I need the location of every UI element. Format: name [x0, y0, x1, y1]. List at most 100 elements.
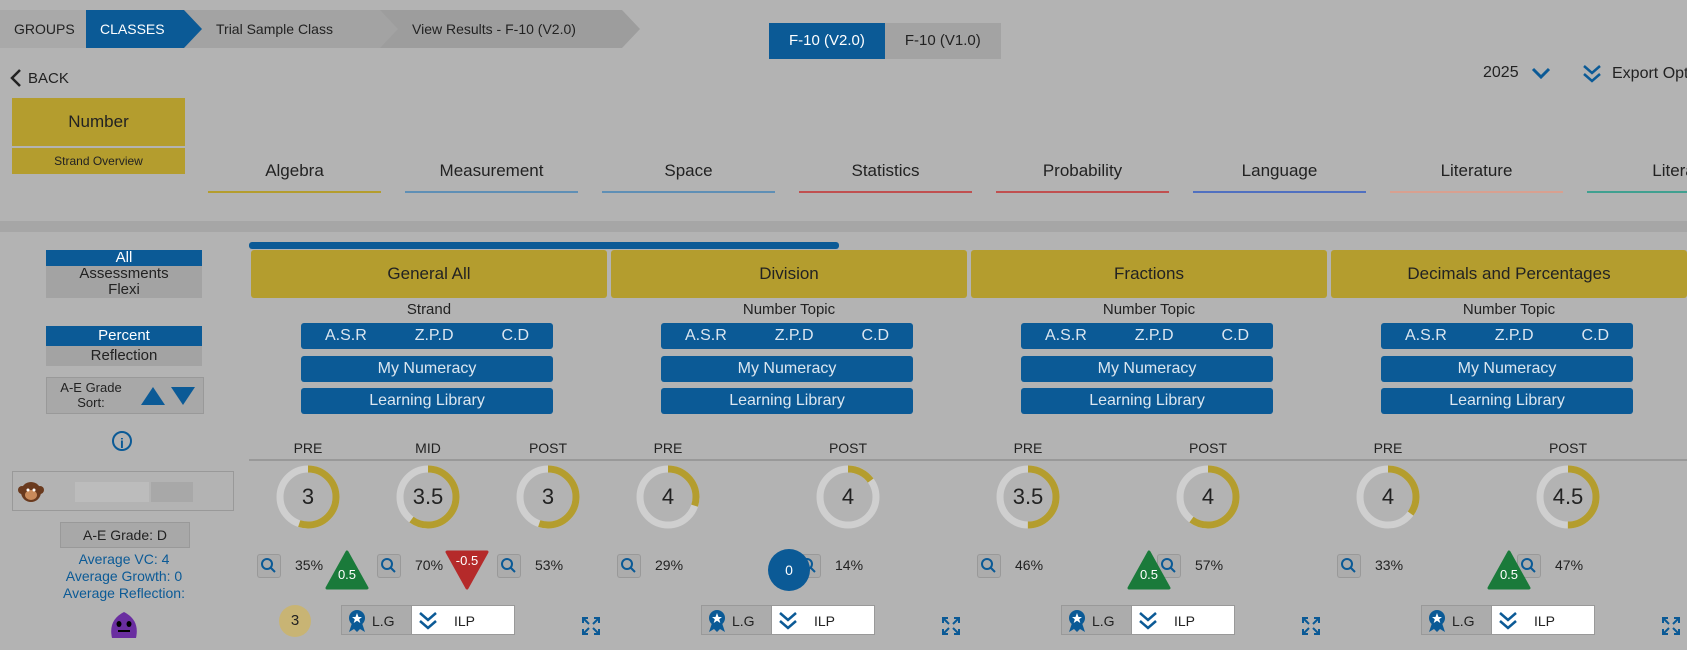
ilp-dropdown[interactable]: ILP [1491, 605, 1595, 635]
expand-icon[interactable] [941, 616, 961, 636]
learning-goal-button[interactable]: L.G [1421, 605, 1491, 635]
ilp-dropdown[interactable]: ILP [411, 605, 515, 635]
display-mode-toggle: Percent Reflection [46, 326, 202, 366]
breadcrumb-groups[interactable]: GROUPS [0, 10, 86, 48]
magnify-icon[interactable] [257, 554, 281, 578]
growth-down-triangle: -0.5 [445, 550, 489, 590]
asr-button[interactable]: A.S.R [1404, 327, 1447, 344]
topic-title[interactable]: Decimals and Percentages [1331, 250, 1687, 298]
zpd-button[interactable]: Z.P.D [414, 327, 454, 344]
zpd-button[interactable]: Z.P.D [1494, 327, 1534, 344]
strand-tab[interactable]: Probability [996, 145, 1169, 193]
my-numeracy-button[interactable]: My Numeracy [301, 356, 553, 382]
student-row[interactable] [12, 471, 234, 511]
phase-label: MID [415, 440, 441, 456]
expand-icon[interactable] [1301, 616, 1321, 636]
learning-goal-button[interactable]: L.G [701, 605, 771, 635]
percent-value: 70% [415, 557, 444, 573]
strand-tab-label: Litera [1652, 161, 1687, 180]
column-separator [609, 459, 969, 461]
phase-label: POST [1548, 440, 1588, 456]
breadcrumb-trial-class[interactable]: Trial Sample Class [184, 10, 398, 48]
sort-up-icon[interactable] [141, 387, 165, 405]
score-ring: 4 [1176, 465, 1240, 529]
topic-column: Decimals and Percentages Number Topic A.S.… [1329, 250, 1687, 650]
filter-assessments[interactable]: Assessments [46, 266, 202, 282]
magnify-icon[interactable] [977, 554, 1001, 578]
student-name-redacted [75, 482, 149, 502]
asr-button[interactable]: A.S.R [1044, 327, 1087, 344]
growth-value: 0.5 [337, 567, 357, 582]
percent-value: 29% [655, 557, 684, 573]
cd-button[interactable]: C.D [861, 327, 890, 344]
topic-title[interactable]: General All [251, 250, 607, 298]
growth-neutral-circle: 0 [768, 549, 810, 591]
filter-all[interactable]: All [46, 250, 202, 266]
topic-title[interactable]: Division [611, 250, 967, 298]
assessment-filter: All Assessments Flexi [46, 250, 202, 298]
strand-tab[interactable]: Literature [1390, 145, 1563, 193]
magnify-icon[interactable] [1337, 554, 1361, 578]
monkey-avatar-icon [18, 482, 44, 502]
magnify-icon[interactable] [377, 554, 401, 578]
my-numeracy-button[interactable]: My Numeracy [1381, 356, 1633, 382]
version-v2-button[interactable]: F-10 (V2.0) [769, 23, 885, 59]
asr-button[interactable]: A.S.R [684, 327, 727, 344]
strand-overview-button[interactable]: Strand Overview [12, 148, 185, 174]
score-value: 4.5 [1552, 484, 1584, 509]
strand-tab[interactable]: Language [1193, 145, 1366, 193]
double-chevron-down-icon [1139, 612, 1157, 630]
expand-icon[interactable] [1661, 616, 1681, 636]
topic-column: Division Number Topic A.S.R Z.P.D C.D My Nume… [609, 250, 969, 650]
expand-icon[interactable] [581, 616, 601, 636]
score-ring: 4 [816, 465, 880, 529]
breadcrumb-view-results[interactable]: View Results - F-10 (V2.0) [380, 10, 640, 48]
export-options-button[interactable]: Export Opt [1582, 64, 1687, 84]
zpd-button[interactable]: Z.P.D [1134, 327, 1174, 344]
my-numeracy-button[interactable]: My Numeracy [661, 356, 913, 382]
strand-tab-underline [602, 191, 775, 193]
strand-tab[interactable]: Space [602, 145, 775, 193]
cd-button[interactable]: C.D [1581, 327, 1610, 344]
ilp-dropdown[interactable]: ILP [771, 605, 875, 635]
phase-label: PRE [1373, 440, 1403, 456]
ilp-dropdown[interactable]: ILP [1131, 605, 1235, 635]
strand-tab[interactable]: Litera [1587, 145, 1687, 193]
award-ribbon-icon [1429, 610, 1445, 632]
asr-button[interactable]: A.S.R [324, 327, 367, 344]
mode-reflection[interactable]: Reflection [46, 346, 202, 366]
learning-goal-button[interactable]: L.G [1061, 605, 1131, 635]
magnify-icon[interactable] [497, 554, 521, 578]
version-v1-button[interactable]: F-10 (V1.0) [884, 23, 1001, 59]
score-value: 3.5 [412, 484, 444, 509]
learning-library-button[interactable]: Learning Library [1381, 388, 1633, 414]
grade-sort: A-E Grade Sort: [46, 377, 204, 414]
topic-title[interactable]: Fractions [971, 250, 1327, 298]
breadcrumb-classes[interactable]: CLASSES [86, 10, 202, 48]
filter-flexi[interactable]: Flexi [46, 282, 202, 298]
horizontal-scroll-indicator[interactable] [249, 242, 839, 249]
strand-tab-label: Space [664, 161, 713, 180]
magnify-icon[interactable] [617, 554, 641, 578]
strand-tab[interactable]: Algebra [208, 145, 381, 193]
year-select[interactable]: 2025 [1483, 64, 1551, 82]
learning-library-button[interactable]: Learning Library [301, 388, 553, 414]
info-icon[interactable]: i [112, 431, 132, 451]
number-strand-button[interactable]: Number [12, 98, 185, 146]
back-button[interactable]: BACK [10, 68, 69, 88]
average-vc: Average VC: 4 [78, 551, 170, 567]
sort-down-icon[interactable] [171, 387, 195, 405]
learning-goal-button[interactable]: L.G [341, 605, 411, 635]
learning-library-button[interactable]: Learning Library [1021, 388, 1273, 414]
score-value: 3 [541, 484, 555, 509]
column-separator [969, 459, 1329, 461]
zpd-button[interactable]: Z.P.D [774, 327, 814, 344]
strand-tab[interactable]: Statistics [799, 145, 972, 193]
cd-button[interactable]: C.D [1221, 327, 1250, 344]
strand-tab[interactable]: Measurement [405, 145, 578, 193]
learning-library-button[interactable]: Learning Library [661, 388, 913, 414]
cd-button[interactable]: C.D [501, 327, 530, 344]
my-numeracy-button[interactable]: My Numeracy [1021, 356, 1273, 382]
percent-value: 46% [1015, 557, 1044, 573]
mode-percent[interactable]: Percent [46, 326, 202, 346]
